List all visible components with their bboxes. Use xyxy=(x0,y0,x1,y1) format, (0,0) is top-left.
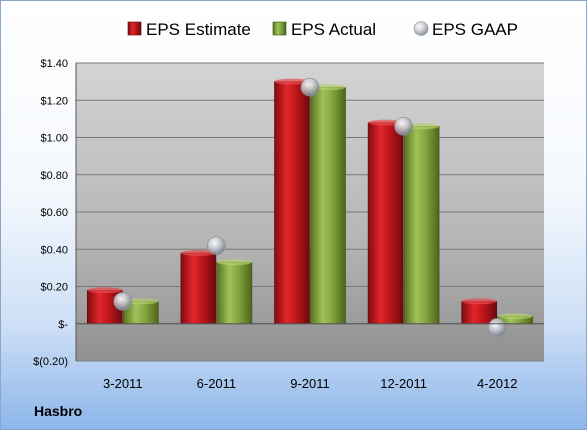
y-tick-label: $- xyxy=(58,319,68,331)
x-tick-label: 4-2012 xyxy=(477,376,517,391)
y-tick-label: $1.20 xyxy=(40,95,68,107)
y-tick-label: $1.40 xyxy=(40,58,68,70)
estimate-bar-cap-6-2011 xyxy=(180,249,216,256)
legend-label: EPS GAAP xyxy=(432,20,518,39)
actual-bar-cap-3-2011 xyxy=(123,298,159,305)
y-tick-label: $0.40 xyxy=(40,244,68,256)
estimate-bar-cap-4-2012 xyxy=(461,298,497,305)
y-tick-label: $0.80 xyxy=(40,170,68,182)
actual-bar-9-2011 xyxy=(310,86,346,325)
legend-swatch-0 xyxy=(127,21,142,36)
gaap-marker-9-2011 xyxy=(300,77,320,97)
bars xyxy=(87,78,534,325)
estimate-bar-12-2011 xyxy=(367,122,404,325)
x-tick-label: 3-2011 xyxy=(103,376,143,391)
legend-swatch-2 xyxy=(413,21,429,36)
gaap-markers xyxy=(113,77,507,337)
y-tick-label: $1.00 xyxy=(40,133,68,145)
gaap-marker-6-2011 xyxy=(207,236,226,255)
legend: EPS Estimate EPS Actual EPS GAAP xyxy=(127,20,518,39)
estimate-bar-cap-12-2011 xyxy=(368,119,404,126)
actual-bar-cap-12-2011 xyxy=(404,123,440,130)
actual-bar-cap-4-2012 xyxy=(497,313,533,320)
gaap-marker-12-2011 xyxy=(394,117,413,136)
actual-bar-12-2011 xyxy=(403,126,440,325)
y-tick-label: $(0.20) xyxy=(33,356,68,368)
gaap-marker-4-2012 xyxy=(487,318,507,337)
legend-label: EPS Actual xyxy=(291,20,376,39)
x-tick-label: 6-2011 xyxy=(197,376,237,391)
estimate-bar-6-2011 xyxy=(180,252,217,325)
x-tick-label: 9-2011 xyxy=(290,376,330,391)
y-tick-label: $0.60 xyxy=(40,207,68,219)
gaap-marker-3-2011 xyxy=(113,292,133,311)
legend-label: EPS Estimate xyxy=(146,20,251,39)
estimate-bar-9-2011 xyxy=(274,81,310,325)
y-tick-label: $0.20 xyxy=(40,282,68,294)
axes: $(0.20) $- $0.20 $0.40 $0.60 $0.80 $1.00 $1.20 $… xyxy=(33,58,544,391)
legend-swatch-1 xyxy=(272,21,287,36)
actual-bar-cap-9-2011 xyxy=(310,84,346,91)
actual-bar-cap-6-2011 xyxy=(216,259,252,266)
x-tick-label: 12-2011 xyxy=(380,376,427,391)
actual-bar-6-2011 xyxy=(216,261,253,325)
estimate-bar-cap-3-2011 xyxy=(87,287,123,294)
estimate-bar-cap-9-2011 xyxy=(274,78,310,85)
company-label: Hasbro xyxy=(34,403,82,419)
